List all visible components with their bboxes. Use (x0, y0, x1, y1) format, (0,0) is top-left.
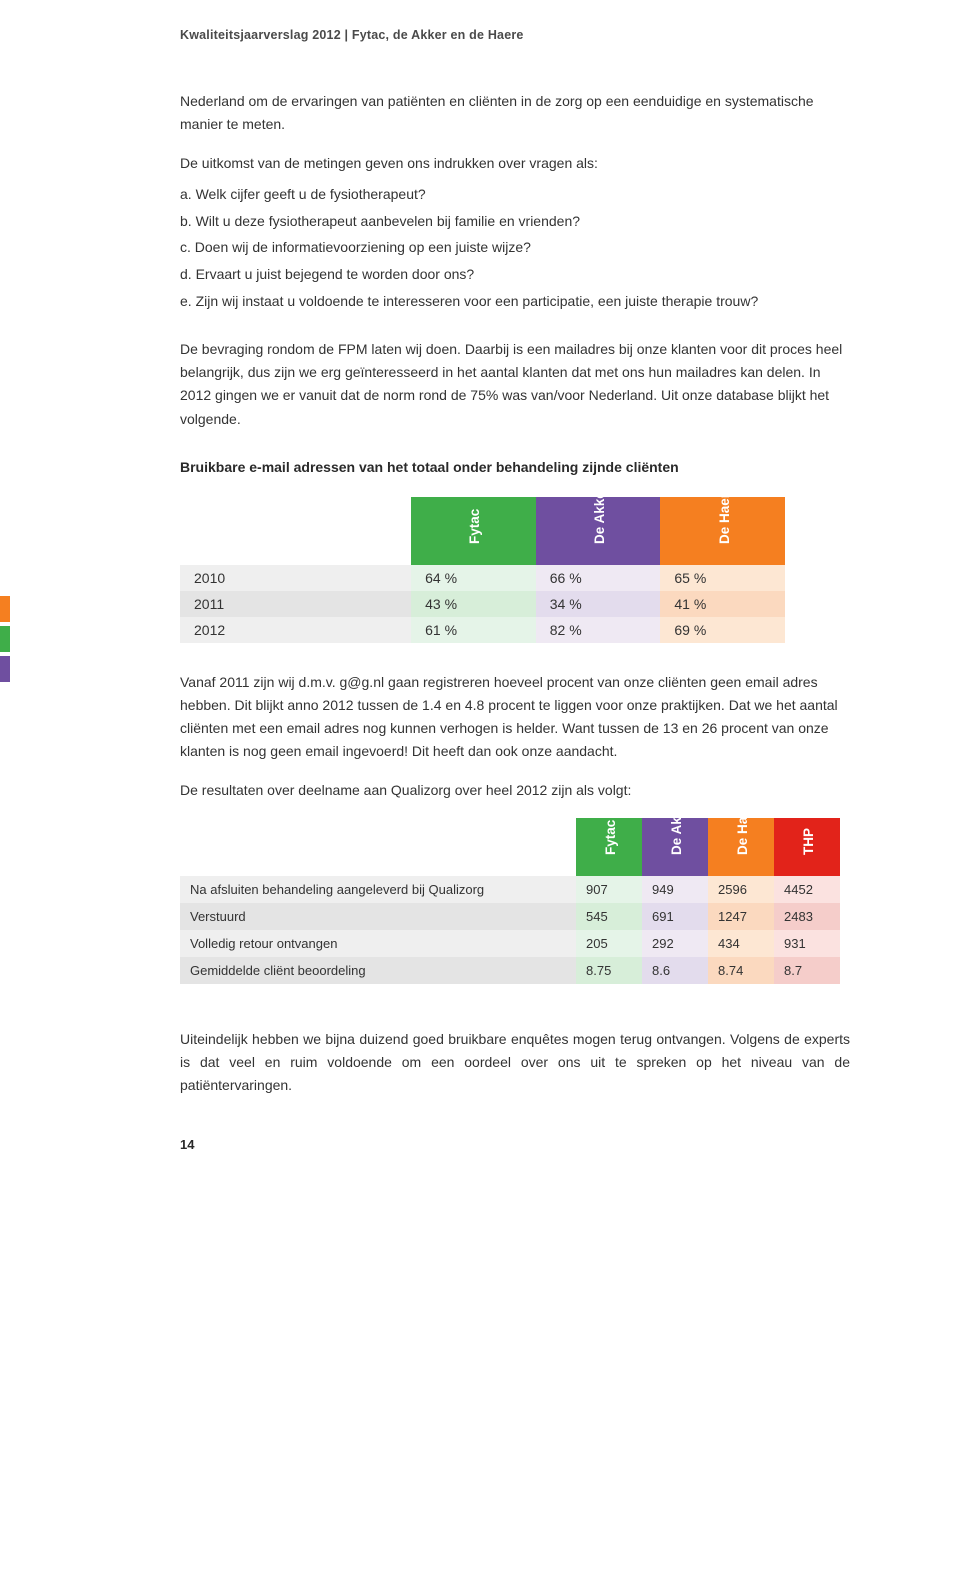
cell-year: 2012 (180, 617, 411, 643)
cell-fytac: 61 % (411, 617, 536, 643)
list-item: e. Zijn wij instaat u voldoende te inter… (180, 288, 850, 315)
subheading: Bruikbare e-mail adressen van het totaal… (180, 459, 850, 475)
left-margin-tabs (0, 596, 10, 686)
rotated-label: Fytac (603, 820, 618, 855)
cell-haere: 2596 (708, 876, 774, 903)
cell-fytac: 545 (576, 903, 642, 930)
tab-orange (0, 596, 10, 622)
cell-akker: 949 (642, 876, 708, 903)
cell-label: Gemiddelde cliënt beoordeling (180, 957, 576, 984)
rotated-label: THP (801, 828, 816, 855)
table-row: Na afsluiten behandeling aangeleverd bij… (180, 876, 840, 903)
page-header: Kwaliteitsjaarverslag 2012 | Fytac, de A… (180, 28, 850, 42)
table-row: Gemiddelde cliënt beoordeling8.758.68.74… (180, 957, 840, 984)
page: Kwaliteitsjaarverslag 2012 | Fytac, de A… (0, 0, 960, 1192)
rotated-label: Fytac (467, 508, 482, 543)
paragraph: Nederland om de ervaringen van patiënten… (180, 90, 850, 136)
cell-akker: 691 (642, 903, 708, 930)
cell-haere: 65 % (660, 565, 785, 591)
paragraph: De uitkomst van de metingen geven ons in… (180, 152, 850, 175)
table-body: 201064 %66 %65 %201143 %34 %41 %201261 %… (180, 565, 785, 643)
paragraph: De bevraging rondom de FPM laten wij doe… (180, 338, 850, 430)
paragraph: Uiteindelijk hebben we bijna duizend goe… (180, 1028, 850, 1097)
cell-year: 2011 (180, 591, 411, 617)
cell-akker: 8.6 (642, 957, 708, 984)
cell-fytac: 205 (576, 930, 642, 957)
rotated-label: De Haere (735, 797, 750, 856)
rotated-label: De Akker (592, 486, 607, 544)
table-header-haere: De Haere (708, 818, 774, 876)
table-row: Verstuurd54569112472483 (180, 903, 840, 930)
cell-akker: 34 % (536, 591, 661, 617)
cell-label: Verstuurd (180, 903, 576, 930)
tab-purple (0, 656, 10, 682)
cell-fytac: 64 % (411, 565, 536, 591)
list-item: c. Doen wij de informatievoorziening op … (180, 234, 850, 261)
cell-haere: 8.74 (708, 957, 774, 984)
table-header-akker: De Akker (642, 818, 708, 876)
table-header-fytac: Fytac (411, 497, 536, 565)
list-item: d. Ervaart u juist bejegend te worden do… (180, 261, 850, 288)
list-item: b. Wilt u deze fysiotherapeut aanbevelen… (180, 208, 850, 235)
page-number: 14 (180, 1137, 850, 1152)
cell-haere: 1247 (708, 903, 774, 930)
question-list: a. Welk cijfer geeft u de fysiotherapeut… (180, 181, 850, 314)
table-row: 201064 %66 %65 % (180, 565, 785, 591)
table-email-addresses: Fytac De Akker De Haere 201064 %66 %65 %… (180, 497, 785, 643)
rotated-label: De Haere (717, 485, 732, 544)
cell-thp: 931 (774, 930, 840, 957)
cell-haere: 69 % (660, 617, 785, 643)
cell-thp: 4452 (774, 876, 840, 903)
cell-label: Volledig retour ontvangen (180, 930, 576, 957)
rotated-label: De Akker (669, 797, 684, 855)
table-row: Volledig retour ontvangen205292434931 (180, 930, 840, 957)
tab-green (0, 626, 10, 652)
table-header-haere: De Haere (660, 497, 785, 565)
list-item: a. Welk cijfer geeft u de fysiotherapeut… (180, 181, 850, 208)
table-qualizorg: Fytac De Akker De Haere THP Na afsluiten… (180, 818, 840, 984)
cell-haere: 41 % (660, 591, 785, 617)
cell-year: 2010 (180, 565, 411, 591)
cell-fytac: 907 (576, 876, 642, 903)
table-header-blank (180, 818, 576, 876)
table-row: 201143 %34 %41 % (180, 591, 785, 617)
cell-akker: 82 % (536, 617, 661, 643)
cell-thp: 8.7 (774, 957, 840, 984)
table-body: Na afsluiten behandeling aangeleverd bij… (180, 876, 840, 984)
cell-fytac: 43 % (411, 591, 536, 617)
cell-akker: 292 (642, 930, 708, 957)
paragraph: Vanaf 2011 zijn wij d.m.v. g@g.nl gaan r… (180, 671, 850, 763)
table-row: 201261 %82 %69 % (180, 617, 785, 643)
cell-fytac: 8.75 (576, 957, 642, 984)
cell-thp: 2483 (774, 903, 840, 930)
cell-haere: 434 (708, 930, 774, 957)
cell-akker: 66 % (536, 565, 661, 591)
table-header-blank (180, 497, 411, 565)
table-header-fytac: Fytac (576, 818, 642, 876)
table-header-akker: De Akker (536, 497, 661, 565)
cell-label: Na afsluiten behandeling aangeleverd bij… (180, 876, 576, 903)
table-header-thp: THP (774, 818, 840, 876)
